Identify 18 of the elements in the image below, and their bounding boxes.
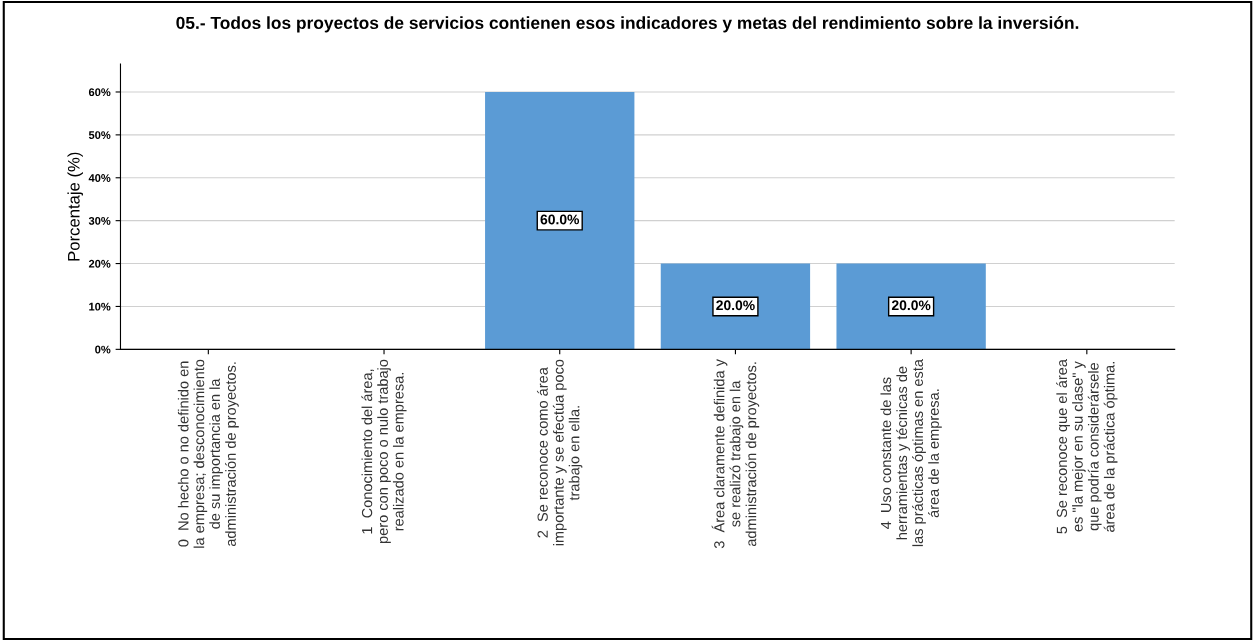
y-tick-label: 50%: [88, 131, 111, 140]
y-tick-label: 60%: [88, 88, 111, 97]
x-tick-label: 0 No hecho o no definido en la empresa; desconocimiento de su importancia en la administración de proyectos.: [177, 359, 239, 548]
x-tick-label: 4 Uso constante de las herramientas y técnicas de las prácticas óptimas en esta área de la empresa.: [880, 359, 942, 547]
data-label: 20.0%: [891, 300, 931, 311]
y-axis-title: Porcentaje (%): [67, 152, 83, 261]
x-tick-label: 2 Se reconoce como área importante y se efectúa poco trabajo en ella.: [536, 359, 583, 546]
y-tick-label: 0%: [95, 345, 111, 354]
y-tick-label: 20%: [88, 259, 111, 268]
y-tick-label: 30%: [88, 216, 111, 225]
x-tick-label: 3 Área claramente definida y se realizó trabajo en la administración de proyectos.: [711, 359, 760, 549]
data-label: 60.0%: [540, 214, 580, 225]
y-tick-label: 40%: [88, 174, 111, 182]
y-tick-label: 10%: [89, 302, 111, 311]
x-tick-label: 5 Se reconoce que el área es "la mejor en su clase" y que podría considerársele área de la práctica óptima.: [1056, 359, 1118, 534]
chart-title: 05.- Todos los proyectos de servicios contienen esos indicadores y metas del rendimiento sobre la inversión.: [176, 16, 1079, 33]
x-tick-label: 1 Conocimiento del área, pero con poco o nulo trabajo realizado en la empresa.: [361, 359, 407, 543]
data-label: 20.0%: [716, 300, 755, 311]
